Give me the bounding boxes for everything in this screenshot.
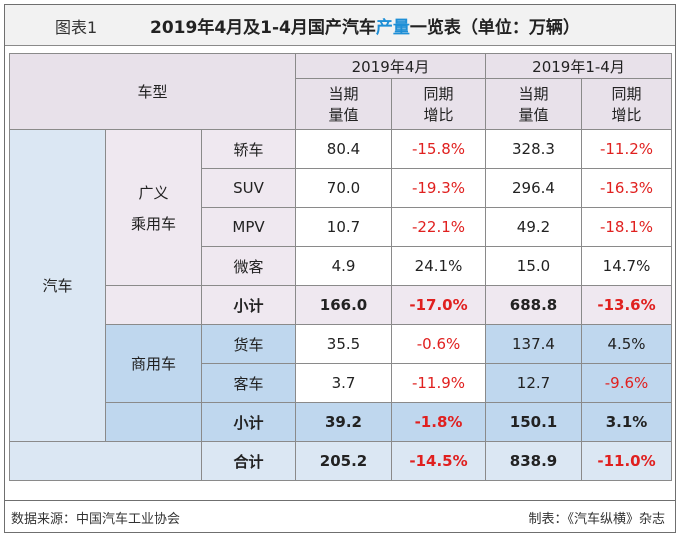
ytd-yoy: -9.6% [581,363,672,403]
ytd-yoy: -18.1% [581,207,672,247]
total-spacer-left [9,441,106,481]
data-source: 数据来源：中国汽车工业协会 [11,512,181,527]
passenger-subtotal-spacer [105,285,202,325]
apr-value: 4.9 [295,246,392,286]
title-prefix: 2019年4月及1-4月国产汽车 [150,18,376,38]
ytd-value: 296.4 [485,168,582,208]
production-table: 车型 2019年4月 2019年1-4月 当期 量值 同期 增比 当期 量值 同期 增比… [9,53,672,481]
apr-value: 205.2 [295,441,392,481]
row-label: SUV [201,168,296,208]
table-row: 客车 3.7 -11.9% 12.7 -9.6% [10,363,672,403]
ytd-value: 150.1 [485,402,582,442]
apr-value: 80.4 [295,129,392,169]
ytd-yoy-header: 同期 增比 [581,78,672,130]
ytd-yoy: 3.1% [581,402,672,442]
ytd-value: 328.3 [485,129,582,169]
title-suffix: 一览表（单位：万辆） [409,18,580,38]
table-row: 商用车 货车 35.5 -0.6% 137.4 4.5% [10,324,672,403]
apr-yoy: -0.6% [391,324,486,364]
apr-value: 166.0 [295,285,392,325]
ytd-value: 49.2 [485,207,582,247]
table-row: 微客 4.9 24.1% 15.0 14.7% [10,246,672,286]
ytd-yoy: -13.6% [581,285,672,325]
period-ytd-header: 2019年1-4月 [485,53,672,79]
apr-current-header: 当期 量值 [295,78,392,130]
category-auto: 汽车 [9,129,106,442]
ytd-value: 838.9 [485,441,582,481]
row-label: 合计 [201,441,296,481]
row-label: 小计 [201,402,296,442]
table-row-subtotal: 小计 39.2 -1.8% 150.1 3.1% [10,402,672,442]
row-label: 货车 [201,324,296,364]
table-figure: 图表1 2019年4月及1-4月国产汽车产量一览表（单位：万辆） 车型 2019… [4,4,676,533]
ytd-value: 12.7 [485,363,582,403]
ytd-yoy: -16.3% [581,168,672,208]
table-row-subtotal: 小计 166.0 -17.0% 688.8 -13.6% [10,285,672,325]
apr-value: 10.7 [295,207,392,247]
ytd-value: 15.0 [485,246,582,286]
apr-value: 35.5 [295,324,392,364]
row-label: 轿车 [201,129,296,169]
title-highlight: 产量 [375,18,410,38]
ytd-yoy: 4.5% [581,324,672,364]
apr-yoy: -17.0% [391,285,486,325]
table-row: MPV 10.7 -22.1% 49.2 -18.1% [10,207,672,247]
table-maker: 制表：《汽车纵横》杂志 [528,512,665,527]
ytd-yoy: 14.7% [581,246,672,286]
vehicle-type-header: 车型 [9,53,296,130]
total-spacer-mid [105,441,202,481]
row-label: 微客 [201,246,296,286]
ytd-current-header: 当期 量值 [485,78,582,130]
table-row: SUV 70.0 -19.3% 296.4 -16.3% [10,168,672,208]
apr-value: 3.7 [295,363,392,403]
table-row: 汽车 广义 乘用车 轿车 80.4 -15.8% 328.3 -11.2% [9,129,672,442]
commercial-subtotal-spacer [105,402,202,442]
ytd-yoy: -11.0% [581,441,672,481]
header-row-period: 车型 2019年4月 2019年1-4月 [9,53,672,130]
category-commercial: 商用车 [105,324,202,403]
row-label: MPV [201,207,296,247]
table-row-total: 合计 205.2 -14.5% 838.9 -11.0% [9,441,672,481]
ytd-value: 137.4 [485,324,582,364]
apr-yoy: -19.3% [391,168,486,208]
category-passenger: 广义 乘用车 [105,129,202,286]
ytd-yoy: -11.2% [581,129,672,169]
apr-value: 70.0 [295,168,392,208]
period-apr-header: 2019年4月 [295,53,486,79]
row-label: 客车 [201,363,296,403]
footer-divider [5,500,675,501]
apr-yoy: 24.1% [391,246,486,286]
figure-label: 图表1 [55,18,98,37]
apr-yoy: -15.8% [391,129,486,169]
ytd-value: 688.8 [485,285,582,325]
row-label: 小计 [201,285,296,325]
apr-yoy-header: 同期 增比 [391,78,486,130]
apr-value: 39.2 [295,402,392,442]
apr-yoy: -14.5% [391,441,486,481]
header-row-metric: 当期 量值 同期 增比 当期 量值 同期 增比 [10,78,672,130]
table-title: 2019年4月及1-4月国产汽车产量一览表（单位：万辆） [150,13,580,38]
title-bar: 图表1 2019年4月及1-4月国产汽车产量一览表（单位：万辆） [5,5,675,46]
apr-yoy: -11.9% [391,363,486,403]
apr-yoy: -1.8% [391,402,486,442]
apr-yoy: -22.1% [391,207,486,247]
